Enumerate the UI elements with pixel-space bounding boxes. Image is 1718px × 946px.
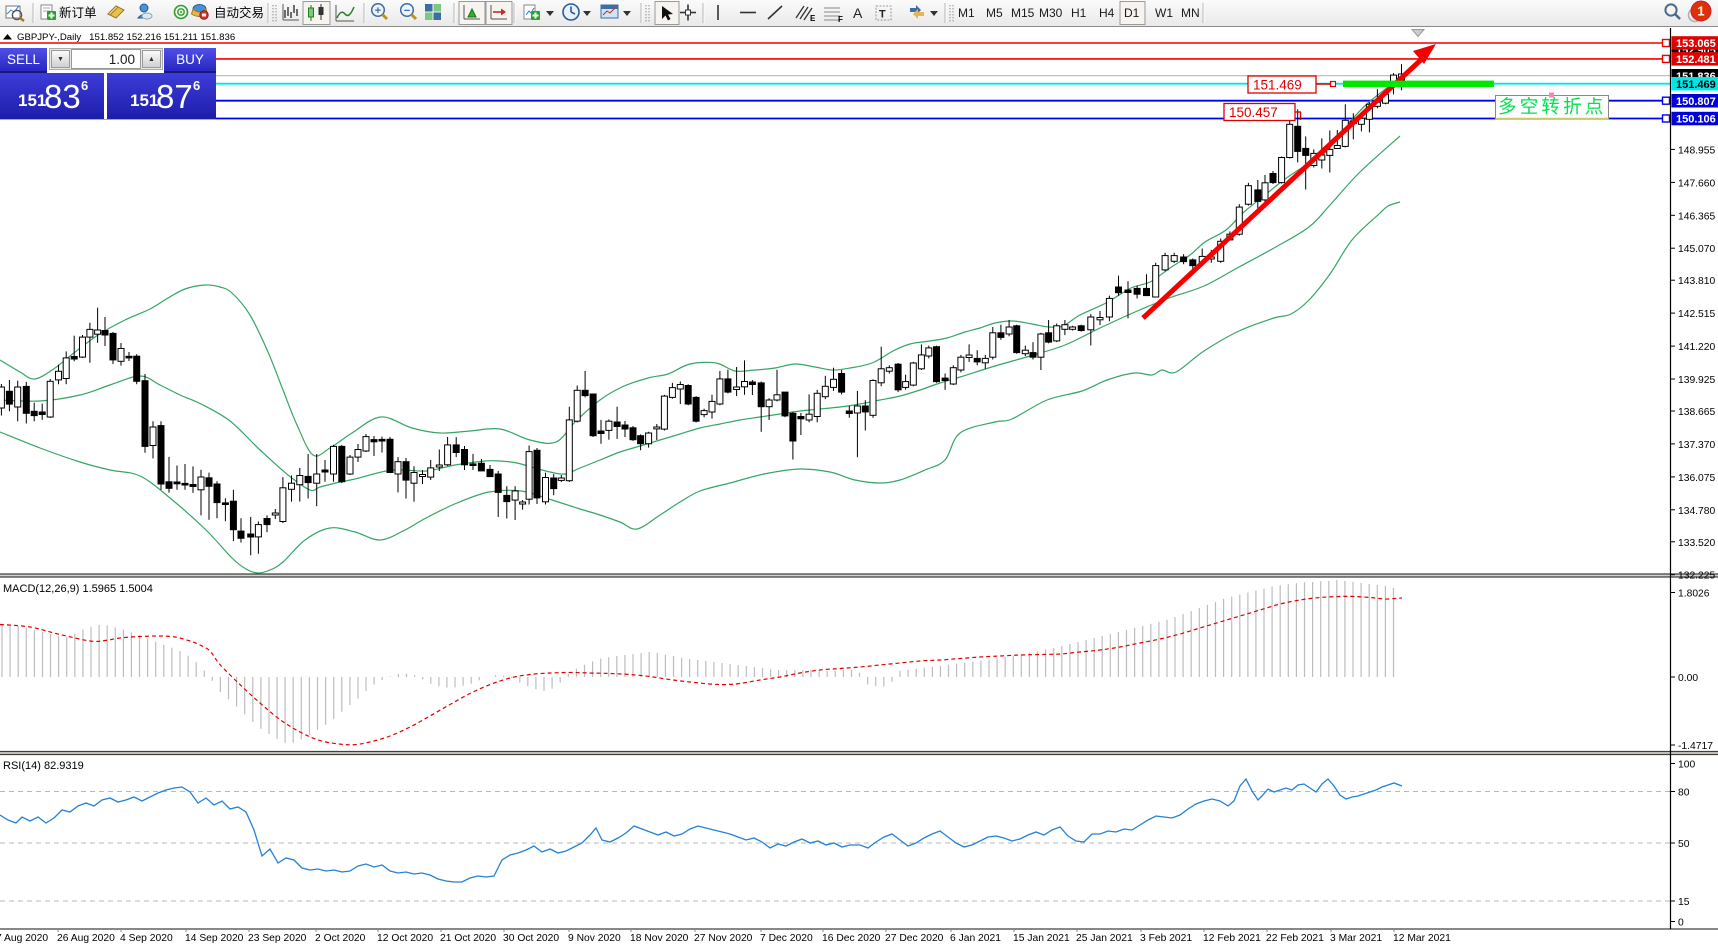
svg-text:3 Mar 2021: 3 Mar 2021 [1330, 933, 1382, 944]
svg-text:137.370: 137.370 [1678, 440, 1715, 451]
svg-text:GBPJPY-,Daily 151.852 152.21: GBPJPY-,Daily 151.852 152.216 151.211 15… [17, 32, 235, 43]
svg-text:多空转折点: 多空转折点 [1498, 96, 1607, 117]
svg-text:30 Oct 2020: 30 Oct 2020 [503, 933, 559, 944]
svg-text:12 Feb 2021: 12 Feb 2021 [1203, 933, 1261, 944]
svg-text:+: + [375, 5, 381, 17]
svg-text:2 Oct 2020: 2 Oct 2020 [315, 933, 366, 944]
svg-text:136.075: 136.075 [1678, 473, 1715, 484]
svg-text:12 Mar 2021: 12 Mar 2021 [1393, 933, 1451, 944]
svg-text:150.807: 150.807 [1676, 96, 1716, 108]
svg-text:F: F [838, 15, 843, 24]
svg-text:4 Sep 2020: 4 Sep 2020 [120, 933, 173, 944]
svg-text:15: 15 [1678, 897, 1690, 908]
svg-text:M1: M1 [958, 6, 975, 20]
svg-text:MN: MN [1181, 6, 1200, 20]
svg-text:−: − [404, 5, 410, 17]
svg-text:100: 100 [1678, 760, 1695, 771]
svg-text:145.070: 145.070 [1678, 244, 1715, 255]
svg-text:-1.4717: -1.4717 [1678, 741, 1713, 752]
svg-text:138.665: 138.665 [1678, 407, 1715, 418]
svg-text:6 Jan 2021: 6 Jan 2021 [950, 933, 1001, 944]
svg-text:自动交易: 自动交易 [214, 5, 264, 20]
svg-text:141.220: 141.220 [1678, 342, 1715, 353]
svg-text:W1: W1 [1155, 6, 1173, 20]
svg-text:23 Sep 2020: 23 Sep 2020 [248, 933, 307, 944]
svg-text:新订单: 新订单 [59, 5, 97, 20]
svg-text:50: 50 [1678, 839, 1690, 850]
svg-text:150.457: 150.457 [1229, 105, 1278, 120]
svg-text:T: T [879, 9, 886, 21]
svg-text:1.8026: 1.8026 [1678, 589, 1710, 600]
svg-text:1: 1 [1697, 4, 1704, 19]
svg-text:18 Nov 2020: 18 Nov 2020 [630, 933, 689, 944]
svg-text:MACD(12,26,9) 1.5965 1.5004: MACD(12,26,9) 1.5965 1.5004 [3, 583, 153, 595]
svg-text:142.515: 142.515 [1678, 309, 1715, 320]
svg-text:133.520: 133.520 [1678, 538, 1715, 549]
svg-text:150.106: 150.106 [1676, 114, 1716, 126]
svg-text:27 Dec 2020: 27 Dec 2020 [885, 933, 944, 944]
svg-text:151.469: 151.469 [1676, 79, 1716, 91]
svg-text:27 Nov 2020: 27 Nov 2020 [694, 933, 753, 944]
svg-text:14 Sep 2020: 14 Sep 2020 [185, 933, 244, 944]
svg-text:148.955: 148.955 [1678, 145, 1715, 156]
svg-text:139.925: 139.925 [1678, 375, 1715, 386]
svg-text:M30: M30 [1039, 6, 1063, 20]
svg-text:147.660: 147.660 [1678, 178, 1715, 189]
svg-text:153.065: 153.065 [1676, 38, 1716, 50]
svg-text:0.00: 0.00 [1678, 673, 1698, 684]
svg-text:7 Aug 2020: 7 Aug 2020 [0, 933, 48, 944]
svg-text:7 Dec 2020: 7 Dec 2020 [760, 933, 813, 944]
svg-text:9 Nov 2020: 9 Nov 2020 [568, 933, 621, 944]
svg-text:M5: M5 [986, 6, 1003, 20]
svg-text:152.481: 152.481 [1676, 54, 1716, 66]
svg-text:3 Feb 2021: 3 Feb 2021 [1140, 933, 1192, 944]
svg-text:26 Aug 2020: 26 Aug 2020 [57, 933, 115, 944]
svg-text:134.780: 134.780 [1678, 506, 1715, 517]
svg-text:15 Jan 2021: 15 Jan 2021 [1013, 933, 1070, 944]
svg-text:H1: H1 [1071, 6, 1087, 20]
svg-text:12 Oct 2020: 12 Oct 2020 [377, 933, 433, 944]
svg-text:146.365: 146.365 [1678, 211, 1715, 222]
svg-text:132.225: 132.225 [1678, 571, 1715, 582]
svg-text:21 Oct 2020: 21 Oct 2020 [440, 933, 496, 944]
svg-text:RSI(14) 82.9319: RSI(14) 82.9319 [3, 760, 84, 772]
svg-text:16 Dec 2020: 16 Dec 2020 [822, 933, 881, 944]
svg-text:E: E [810, 14, 816, 23]
svg-text:A: A [853, 5, 863, 21]
svg-text:D1: D1 [1124, 6, 1140, 20]
svg-text:80: 80 [1678, 788, 1690, 799]
svg-text:H4: H4 [1099, 6, 1115, 20]
svg-text:151.469: 151.469 [1253, 78, 1302, 93]
svg-text:22 Feb 2021: 22 Feb 2021 [1266, 933, 1324, 944]
svg-text:M15: M15 [1011, 6, 1035, 20]
svg-text:143.810: 143.810 [1678, 276, 1715, 287]
svg-text:0: 0 [1678, 918, 1684, 929]
svg-text:25 Jan 2021: 25 Jan 2021 [1076, 933, 1133, 944]
